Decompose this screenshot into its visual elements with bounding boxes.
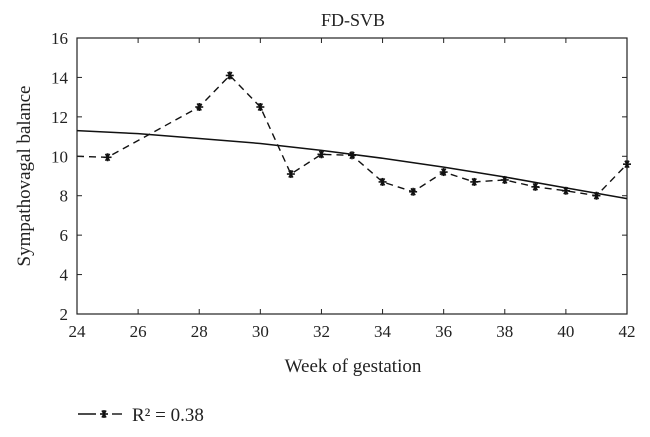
y-tick-label: 14: [51, 68, 69, 87]
x-tick-label: 40: [557, 322, 574, 341]
plot-frame: [76, 37, 628, 315]
y-tick-label: 4: [60, 266, 69, 285]
data-point-marker: [225, 71, 234, 80]
legend-marker: [100, 410, 108, 418]
data-point-marker: [195, 103, 204, 111]
legend-label: R² = 0.38: [132, 405, 204, 426]
x-tick-label: 42: [619, 322, 636, 341]
x-tick-label: 24: [69, 322, 87, 341]
chart-title: FD-SVB: [321, 10, 385, 30]
data-point-marker: [623, 160, 631, 169]
y-axis: 2 4 6 8 10 12 14 16: [51, 29, 627, 324]
x-tick-label: 38: [496, 322, 513, 341]
y-tick-label: 16: [51, 29, 68, 48]
y-tick-label: 10: [51, 147, 68, 166]
data-point-marker: [256, 103, 265, 111]
y-tick-label: 2: [60, 305, 69, 324]
x-tick-label: 32: [313, 322, 330, 341]
x-tick-label: 26: [130, 322, 147, 341]
x-tick-label: 34: [374, 322, 392, 341]
y-tick-label: 12: [51, 108, 68, 127]
data-point-marker: [103, 153, 112, 162]
data-point-marker: [317, 150, 326, 159]
legend: R² = 0.38: [78, 405, 204, 426]
data-point-marker: [439, 168, 448, 177]
x-axis-label: Week of gestation: [285, 356, 422, 377]
x-tick-label: 30: [252, 322, 269, 341]
series-line-dashed: [76, 74, 628, 197]
data-point-marker: [531, 182, 540, 191]
y-axis-label: Sympathovagal balance: [14, 86, 35, 267]
y-tick-label: 6: [60, 226, 69, 245]
data-point-marker: [286, 170, 295, 179]
x-axis: 24 26 28 30 32 34 36 38 40 42: [69, 38, 636, 341]
x-tick-label: 28: [191, 322, 208, 341]
fit-curve: [76, 129, 628, 200]
x-tick-label: 36: [435, 322, 452, 341]
data-point-marker: [470, 177, 479, 186]
plot-area: [76, 37, 631, 315]
data-point-marker: [409, 187, 418, 196]
data-point-marker: [378, 177, 387, 186]
y-tick-label: 8: [60, 187, 69, 206]
